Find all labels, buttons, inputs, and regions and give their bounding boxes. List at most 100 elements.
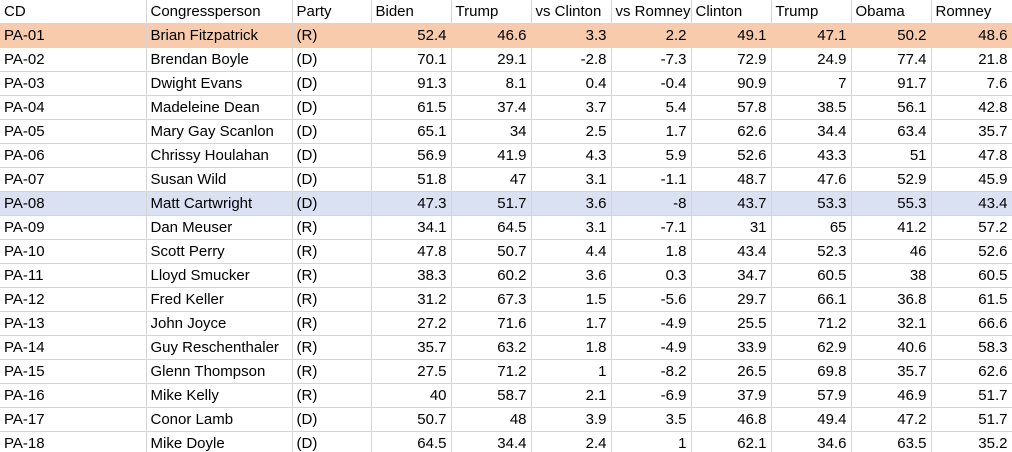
cell-trump[interactable]: 29.1 (451, 47, 532, 72)
cell-obama[interactable]: 51 (851, 143, 932, 168)
cell-clinton[interactable]: 52.6 (691, 143, 772, 168)
cell-party[interactable]: (D) (292, 47, 372, 72)
cell-obama[interactable]: 91.7 (851, 71, 932, 96)
cell-vs-romney[interactable]: 3.5 (611, 407, 692, 432)
cell-trump[interactable]: 51.7 (451, 191, 532, 216)
cell-party[interactable]: (D) (292, 431, 372, 452)
cell-cd[interactable]: PA-15 (0, 359, 147, 384)
cell-congressperson[interactable]: Fred Keller (146, 287, 293, 312)
cell-congressperson[interactable]: Mary Gay Scanlon (146, 119, 293, 144)
cell-clinton[interactable]: 62.6 (691, 119, 772, 144)
cell-congressperson[interactable]: Mike Kelly (146, 383, 293, 408)
cell-romney[interactable]: 7.6 (931, 71, 1012, 96)
header-cell-trump-2016[interactable]: Trump (771, 0, 852, 24)
cell-party[interactable]: (R) (292, 239, 372, 264)
cell-vs-clinton[interactable]: 1 (531, 359, 612, 384)
cell-obama[interactable]: 52.9 (851, 167, 932, 192)
cell-vs-clinton[interactable]: 0.4 (531, 71, 612, 96)
cell-vs-clinton[interactable]: 2.1 (531, 383, 612, 408)
cell-vs-romney[interactable]: 2.2 (611, 23, 692, 48)
cell-cd[interactable]: PA-18 (0, 431, 147, 452)
cell-biden[interactable]: 27.5 (371, 359, 452, 384)
cell-vs-clinton[interactable]: 2.4 (531, 431, 612, 452)
cell-vs-clinton[interactable]: 3.9 (531, 407, 612, 432)
cell-trump[interactable]: 60.2 (451, 263, 532, 288)
cell-congressperson[interactable]: Brian Fitzpatrick (146, 23, 293, 48)
cell-vs-romney[interactable]: -1.1 (611, 167, 692, 192)
cell-romney[interactable]: 45.9 (931, 167, 1012, 192)
cell-trump[interactable]: 64.5 (451, 215, 532, 240)
cell-clinton[interactable]: 33.9 (691, 335, 772, 360)
cell-vs-clinton[interactable]: 3.6 (531, 191, 612, 216)
cell-congressperson[interactable]: Susan Wild (146, 167, 293, 192)
cell-trump-2016[interactable]: 47.1 (771, 23, 852, 48)
cell-party[interactable]: (D) (292, 119, 372, 144)
cell-party[interactable]: (R) (292, 23, 372, 48)
cell-congressperson[interactable]: Lloyd Smucker (146, 263, 293, 288)
cell-cd[interactable]: PA-16 (0, 383, 147, 408)
cell-trump-2016[interactable]: 69.8 (771, 359, 852, 384)
cell-trump[interactable]: 46.6 (451, 23, 532, 48)
header-cell-party[interactable]: Party (292, 0, 372, 24)
cell-trump-2016[interactable]: 52.3 (771, 239, 852, 264)
cell-congressperson[interactable]: Dan Meuser (146, 215, 293, 240)
cell-romney[interactable]: 48.6 (931, 23, 1012, 48)
cell-romney[interactable]: 35.7 (931, 119, 1012, 144)
cell-romney[interactable]: 62.6 (931, 359, 1012, 384)
cell-clinton[interactable]: 37.9 (691, 383, 772, 408)
cell-trump[interactable]: 8.1 (451, 71, 532, 96)
cell-vs-romney[interactable]: -7.1 (611, 215, 692, 240)
cell-vs-romney[interactable]: 1.8 (611, 239, 692, 264)
header-cell-biden[interactable]: Biden (371, 0, 452, 24)
cell-congressperson[interactable]: Glenn Thompson (146, 359, 293, 384)
cell-party[interactable]: (R) (292, 311, 372, 336)
cell-trump[interactable]: 37.4 (451, 95, 532, 120)
cell-cd[interactable]: PA-17 (0, 407, 147, 432)
cell-vs-clinton[interactable]: 3.7 (531, 95, 612, 120)
cell-vs-clinton[interactable]: 1.5 (531, 287, 612, 312)
cell-romney[interactable]: 51.7 (931, 407, 1012, 432)
cell-vs-clinton[interactable]: 3.3 (531, 23, 612, 48)
cell-clinton[interactable]: 48.7 (691, 167, 772, 192)
cell-party[interactable]: (R) (292, 359, 372, 384)
cell-obama[interactable]: 77.4 (851, 47, 932, 72)
cell-biden[interactable]: 38.3 (371, 263, 452, 288)
cell-cd[interactable]: PA-02 (0, 47, 147, 72)
cell-clinton[interactable]: 29.7 (691, 287, 772, 312)
cell-biden[interactable]: 65.1 (371, 119, 452, 144)
cell-congressperson[interactable]: Brendan Boyle (146, 47, 293, 72)
cell-clinton[interactable]: 57.8 (691, 95, 772, 120)
cell-clinton[interactable]: 72.9 (691, 47, 772, 72)
cell-congressperson[interactable]: Chrissy Houlahan (146, 143, 293, 168)
cell-clinton[interactable]: 34.7 (691, 263, 772, 288)
cell-vs-clinton[interactable]: 2.5 (531, 119, 612, 144)
cell-congressperson[interactable]: John Joyce (146, 311, 293, 336)
cell-romney[interactable]: 60.5 (931, 263, 1012, 288)
cell-clinton[interactable]: 90.9 (691, 71, 772, 96)
cell-cd[interactable]: PA-11 (0, 263, 147, 288)
cell-vs-clinton[interactable]: 4.4 (531, 239, 612, 264)
cell-vs-romney[interactable]: -6.9 (611, 383, 692, 408)
cell-biden[interactable]: 34.1 (371, 215, 452, 240)
cell-obama[interactable]: 46 (851, 239, 932, 264)
cell-romney[interactable]: 61.5 (931, 287, 1012, 312)
cell-cd[interactable]: PA-05 (0, 119, 147, 144)
cell-biden[interactable]: 35.7 (371, 335, 452, 360)
cell-congressperson[interactable]: Madeleine Dean (146, 95, 293, 120)
cell-vs-romney[interactable]: 1 (611, 431, 692, 452)
cell-party[interactable]: (D) (292, 143, 372, 168)
cell-vs-clinton[interactable]: 3.1 (531, 167, 612, 192)
cell-trump-2016[interactable]: 49.4 (771, 407, 852, 432)
cell-obama[interactable]: 32.1 (851, 311, 932, 336)
cell-biden[interactable]: 31.2 (371, 287, 452, 312)
cell-congressperson[interactable]: Dwight Evans (146, 71, 293, 96)
cell-trump[interactable]: 67.3 (451, 287, 532, 312)
cell-trump[interactable]: 34 (451, 119, 532, 144)
cell-clinton[interactable]: 62.1 (691, 431, 772, 452)
cell-clinton[interactable]: 43.7 (691, 191, 772, 216)
cell-cd[interactable]: PA-08 (0, 191, 147, 216)
cell-obama[interactable]: 63.4 (851, 119, 932, 144)
cell-party[interactable]: (R) (292, 215, 372, 240)
header-cell-clinton[interactable]: Clinton (691, 0, 772, 24)
cell-romney[interactable]: 52.6 (931, 239, 1012, 264)
